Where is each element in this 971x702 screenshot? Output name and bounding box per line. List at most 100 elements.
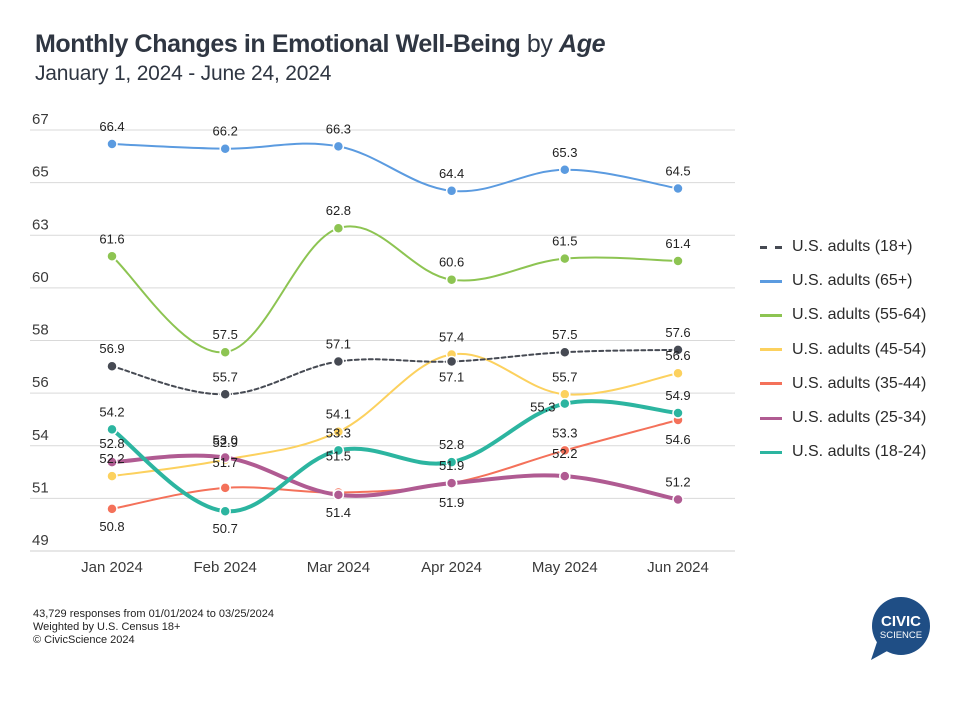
data-label: 51.2 [665, 475, 690, 490]
data-point [106, 250, 118, 263]
x-tick-label: May 2024 [532, 559, 598, 576]
data-label: 57.5 [552, 327, 577, 342]
data-label: 54.9 [665, 388, 690, 403]
data-point [332, 355, 345, 368]
data-label: 64.5 [665, 163, 690, 178]
data-label: 56.9 [99, 341, 124, 356]
data-label: 51.9 [439, 495, 464, 510]
series-lines [110, 142, 680, 514]
civicscience-logo: CIVIC SCIENCE [871, 597, 930, 660]
legend-item[interactable]: U.S. adults (45-54) [760, 333, 926, 367]
data-label: 52.2 [99, 451, 124, 466]
legend-swatch-icon [760, 313, 782, 317]
data-label: 65.3 [552, 145, 577, 160]
data-label: 51.9 [439, 458, 464, 473]
series-line-1 [111, 142, 679, 193]
y-tick-label: 58 [32, 322, 49, 339]
data-point [219, 482, 231, 494]
y-tick-label: 51 [32, 479, 49, 496]
data-point [219, 451, 231, 464]
data-label: 50.7 [213, 521, 238, 536]
data-point [219, 505, 231, 517]
data-point [219, 388, 231, 401]
legend-swatch-icon [760, 450, 782, 454]
chart-title-by: by [526, 30, 553, 58]
legend-swatch-icon [760, 382, 782, 386]
data-label: 60.6 [439, 255, 464, 270]
data-point [672, 367, 684, 379]
logo-text-science: SCIENCE [880, 630, 922, 641]
data-label: 55.7 [213, 369, 238, 384]
data-label: 54.2 [99, 404, 124, 419]
footer-responses: 43,729 responses from 01/01/2024 to 03/2… [33, 608, 274, 620]
y-tick-label: 56 [32, 374, 49, 391]
chart-subtitle: January 1, 2024 - June 24, 2024 [35, 62, 332, 85]
data-label: 57.5 [213, 327, 238, 342]
data-label: 53.3 [326, 425, 351, 440]
data-label: 56.6 [665, 348, 690, 363]
data-label: 52.8 [99, 436, 124, 451]
data-point [332, 425, 345, 438]
data-label: 51.5 [326, 449, 351, 464]
y-tick-label: 63 [32, 216, 49, 233]
data-point [672, 407, 684, 419]
data-label: 57.6 [665, 325, 690, 340]
y-axis: 49 51 54 56 58 60 63 65 67 [32, 111, 49, 549]
legend-item[interactable]: U.S. adults (25-34) [760, 401, 926, 435]
data-point [672, 255, 684, 267]
data-label: 53.0 [213, 432, 238, 447]
gridlines [30, 129, 735, 552]
chart-title-main: Monthly Changes in Emotional Well-Being [35, 30, 521, 58]
y-tick-label: 60 [32, 269, 49, 286]
series-line-3 [111, 352, 679, 478]
logo-bubble-tail-icon [871, 642, 889, 660]
series-line-2 [111, 225, 679, 354]
data-label: 50.8 [99, 519, 124, 534]
data-label: 57.1 [326, 337, 351, 352]
footer-notes: 43,729 responses from 01/01/2024 to 03/2… [33, 608, 274, 647]
x-tick-label: Jan 2024 [81, 559, 143, 576]
data-label: 52.2 [552, 446, 577, 461]
legend-item[interactable]: U.S. adults (35-44) [760, 367, 926, 401]
data-point [332, 222, 345, 234]
chart-title-age: Age [559, 30, 606, 58]
legend-item[interactable]: U.S. adults (65+) [760, 264, 926, 298]
data-point [445, 477, 458, 489]
legend-label: U.S. adults (45-54) [792, 340, 927, 358]
data-point [559, 252, 571, 265]
footer-copyright: © CivicScience 2024 [33, 634, 135, 646]
data-point [559, 397, 571, 410]
x-tick-label: Mar 2024 [307, 559, 370, 576]
data-point [106, 503, 118, 515]
data-point [106, 138, 118, 150]
data-point [672, 493, 684, 506]
legend-item[interactable]: U.S. adults (18+) [760, 230, 926, 264]
data-point [106, 423, 118, 436]
data-point [672, 182, 684, 195]
series-line-0 [111, 348, 679, 396]
legend-item[interactable]: U.S. adults (55-64) [760, 298, 926, 332]
y-tick-label: 49 [32, 532, 49, 549]
chart-title: Monthly Changes in Emotional Well-Being … [35, 30, 605, 59]
data-label: 61.4 [665, 236, 690, 251]
data-point [445, 273, 458, 286]
data-label: 62.8 [326, 203, 351, 218]
legend-label: U.S. adults (25-34) [792, 409, 927, 427]
data-point [106, 470, 118, 482]
series-line-5 [110, 453, 680, 502]
data-labels: 52.2 52.9 54.1 57.4 55.7 56.6 50.8 51.7 51.5 51.9… [99, 119, 690, 536]
legend: U.S. adults (18+) U.S. adults (65+) U.S. a… [760, 230, 926, 469]
data-point [219, 346, 231, 358]
data-label: 66.4 [99, 119, 124, 134]
data-point [219, 142, 231, 155]
legend-item[interactable]: U.S. adults (18-24) [760, 435, 926, 469]
y-tick-label: 54 [32, 427, 49, 444]
data-label: 51.7 [213, 455, 238, 470]
legend-label: U.S. adults (55-64) [792, 306, 927, 324]
legend-label: U.S. adults (18+) [792, 238, 913, 256]
data-label: 64.4 [439, 166, 464, 181]
data-label: 61.6 [99, 231, 124, 246]
data-point [332, 140, 345, 153]
data-point [559, 444, 571, 457]
